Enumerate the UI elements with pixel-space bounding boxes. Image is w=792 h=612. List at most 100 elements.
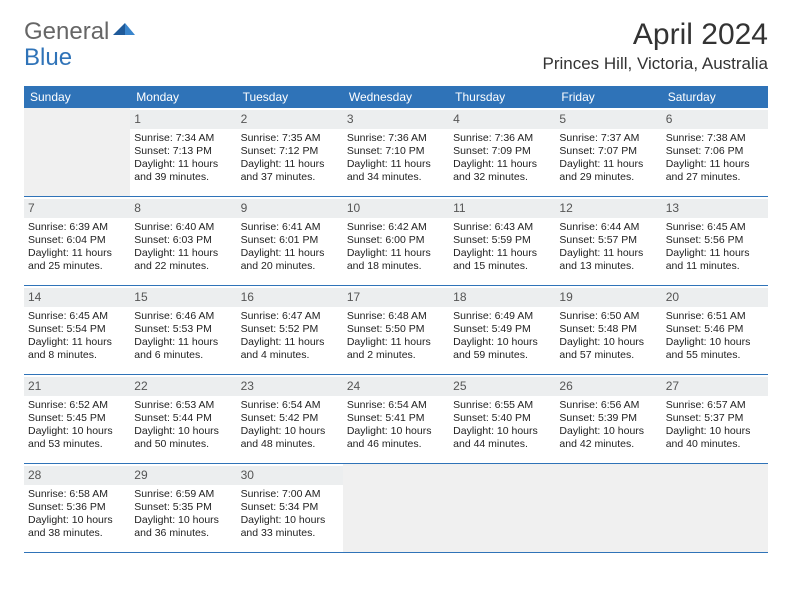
day-cell-empty: [24, 108, 130, 196]
sunrise-text: Sunrise: 6:54 AM: [241, 399, 339, 412]
day-cell: 2Sunrise: 7:35 AMSunset: 7:12 PMDaylight…: [237, 108, 343, 196]
sunset-text: Sunset: 7:07 PM: [559, 145, 657, 158]
daylight2-text: and 25 minutes.: [28, 260, 126, 273]
sunrise-text: Sunrise: 6:39 AM: [28, 221, 126, 234]
daylight2-text: and 37 minutes.: [241, 171, 339, 184]
day-cell: 29Sunrise: 6:59 AMSunset: 5:35 PMDayligh…: [130, 464, 236, 552]
day-number: 13: [662, 199, 768, 218]
day-number: 26: [555, 377, 661, 396]
daylight2-text: and 27 minutes.: [666, 171, 764, 184]
day-cell: 7Sunrise: 6:39 AMSunset: 6:04 PMDaylight…: [24, 197, 130, 285]
day-number: [449, 466, 555, 485]
sunset-text: Sunset: 5:42 PM: [241, 412, 339, 425]
daylight1-text: Daylight: 11 hours: [134, 336, 232, 349]
daylight2-text: and 42 minutes.: [559, 438, 657, 451]
day-number: [662, 466, 768, 485]
daylight1-text: Daylight: 11 hours: [28, 247, 126, 260]
daylight1-text: Daylight: 11 hours: [134, 158, 232, 171]
daylight2-text: and 22 minutes.: [134, 260, 232, 273]
daylight2-text: and 36 minutes.: [134, 527, 232, 540]
sunrise-text: Sunrise: 6:43 AM: [453, 221, 551, 234]
sunset-text: Sunset: 5:57 PM: [559, 234, 657, 247]
logo-mark-icon: [113, 18, 135, 46]
day-cell: 15Sunrise: 6:46 AMSunset: 5:53 PMDayligh…: [130, 286, 236, 374]
daylight2-text: and 40 minutes.: [666, 438, 764, 451]
daylight1-text: Daylight: 11 hours: [559, 158, 657, 171]
week-row: 21Sunrise: 6:52 AMSunset: 5:45 PMDayligh…: [24, 375, 768, 464]
daylight1-text: Daylight: 10 hours: [28, 425, 126, 438]
sunrise-text: Sunrise: 6:55 AM: [453, 399, 551, 412]
weekday-header: Saturday: [662, 86, 768, 108]
sunset-text: Sunset: 7:13 PM: [134, 145, 232, 158]
day-number: [343, 466, 449, 485]
sunset-text: Sunset: 7:10 PM: [347, 145, 445, 158]
day-cell-empty: [343, 464, 449, 552]
daylight1-text: Daylight: 11 hours: [241, 247, 339, 260]
daylight2-text: and 57 minutes.: [559, 349, 657, 362]
sunset-text: Sunset: 5:34 PM: [241, 501, 339, 514]
day-cell: 14Sunrise: 6:45 AMSunset: 5:54 PMDayligh…: [24, 286, 130, 374]
sunrise-text: Sunrise: 6:53 AM: [134, 399, 232, 412]
day-cell: 1Sunrise: 7:34 AMSunset: 7:13 PMDaylight…: [130, 108, 236, 196]
day-number: 19: [555, 288, 661, 307]
daylight1-text: Daylight: 11 hours: [241, 336, 339, 349]
day-number: 10: [343, 199, 449, 218]
daylight1-text: Daylight: 10 hours: [666, 336, 764, 349]
sunset-text: Sunset: 5:53 PM: [134, 323, 232, 336]
day-cell: 8Sunrise: 6:40 AMSunset: 6:03 PMDaylight…: [130, 197, 236, 285]
sunset-text: Sunset: 5:45 PM: [28, 412, 126, 425]
day-cell: 24Sunrise: 6:54 AMSunset: 5:41 PMDayligh…: [343, 375, 449, 463]
daylight1-text: Daylight: 11 hours: [559, 247, 657, 260]
day-number: 22: [130, 377, 236, 396]
daylight1-text: Daylight: 10 hours: [453, 336, 551, 349]
daylight2-text: and 53 minutes.: [28, 438, 126, 451]
day-cell: 25Sunrise: 6:55 AMSunset: 5:40 PMDayligh…: [449, 375, 555, 463]
daylight1-text: Daylight: 11 hours: [134, 247, 232, 260]
daylight1-text: Daylight: 10 hours: [559, 425, 657, 438]
day-number: 27: [662, 377, 768, 396]
daylight2-text: and 20 minutes.: [241, 260, 339, 273]
weekday-header: Tuesday: [237, 86, 343, 108]
day-number: 12: [555, 199, 661, 218]
day-number: 30: [237, 466, 343, 485]
day-cell: 26Sunrise: 6:56 AMSunset: 5:39 PMDayligh…: [555, 375, 661, 463]
weekday-header-row: SundayMondayTuesdayWednesdayThursdayFrid…: [24, 86, 768, 108]
day-cell: 23Sunrise: 6:54 AMSunset: 5:42 PMDayligh…: [237, 375, 343, 463]
day-number: [24, 110, 130, 129]
sunrise-text: Sunrise: 6:57 AM: [666, 399, 764, 412]
daylight2-text: and 33 minutes.: [241, 527, 339, 540]
daylight1-text: Daylight: 10 hours: [453, 425, 551, 438]
day-number: 9: [237, 199, 343, 218]
day-cell: 3Sunrise: 7:36 AMSunset: 7:10 PMDaylight…: [343, 108, 449, 196]
weeks-container: 1Sunrise: 7:34 AMSunset: 7:13 PMDaylight…: [24, 108, 768, 553]
day-number: 6: [662, 110, 768, 129]
day-number: 3: [343, 110, 449, 129]
day-number: 24: [343, 377, 449, 396]
sunset-text: Sunset: 5:41 PM: [347, 412, 445, 425]
day-number: 23: [237, 377, 343, 396]
daylight1-text: Daylight: 11 hours: [666, 247, 764, 260]
daylight2-text: and 18 minutes.: [347, 260, 445, 273]
day-cell-empty: [662, 464, 768, 552]
day-cell: 20Sunrise: 6:51 AMSunset: 5:46 PMDayligh…: [662, 286, 768, 374]
week-row: 14Sunrise: 6:45 AMSunset: 5:54 PMDayligh…: [24, 286, 768, 375]
daylight2-text: and 2 minutes.: [347, 349, 445, 362]
sunset-text: Sunset: 5:56 PM: [666, 234, 764, 247]
sunset-text: Sunset: 5:46 PM: [666, 323, 764, 336]
sunrise-text: Sunrise: 6:47 AM: [241, 310, 339, 323]
daylight2-text: and 44 minutes.: [453, 438, 551, 451]
sunrise-text: Sunrise: 6:54 AM: [347, 399, 445, 412]
daylight1-text: Daylight: 10 hours: [666, 425, 764, 438]
day-number: 20: [662, 288, 768, 307]
day-number: 1: [130, 110, 236, 129]
sunset-text: Sunset: 6:03 PM: [134, 234, 232, 247]
sunrise-text: Sunrise: 6:59 AM: [134, 488, 232, 501]
sunrise-text: Sunrise: 7:36 AM: [347, 132, 445, 145]
week-row: 1Sunrise: 7:34 AMSunset: 7:13 PMDaylight…: [24, 108, 768, 197]
sunset-text: Sunset: 5:40 PM: [453, 412, 551, 425]
sunset-text: Sunset: 5:59 PM: [453, 234, 551, 247]
weekday-header: Sunday: [24, 86, 130, 108]
page-header: General April 2024 Princes Hill, Victori…: [0, 0, 792, 82]
daylight2-text: and 34 minutes.: [347, 171, 445, 184]
sunset-text: Sunset: 6:01 PM: [241, 234, 339, 247]
